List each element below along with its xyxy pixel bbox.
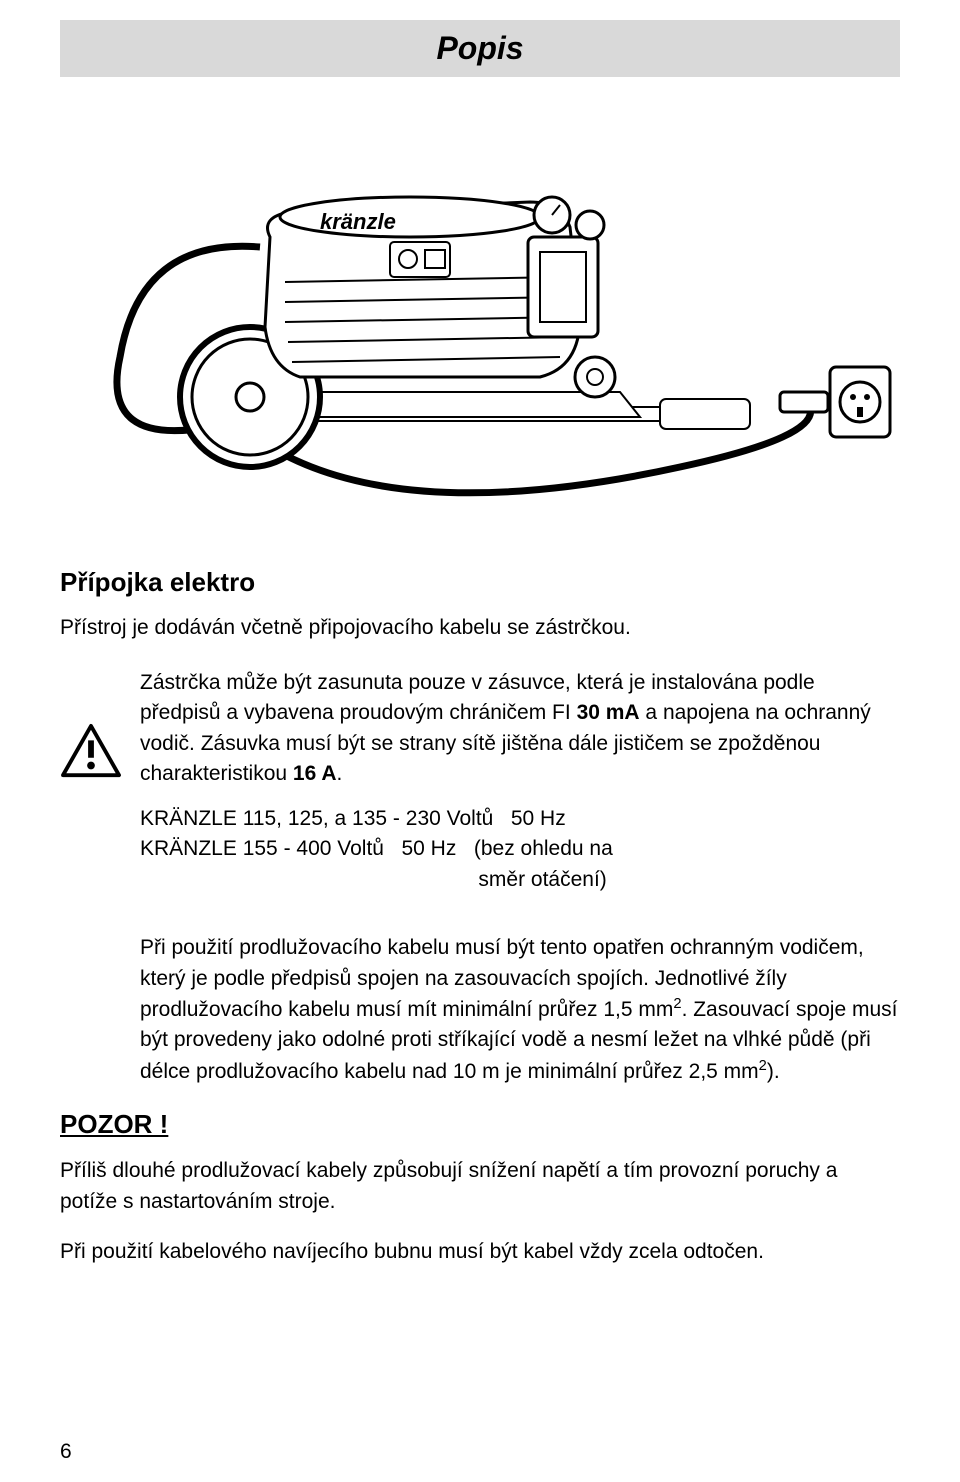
section-heading: Přípojka elektro xyxy=(60,567,900,598)
warning-icon xyxy=(60,723,122,784)
title-banner: Popis xyxy=(60,20,900,77)
pressure-washer-svg: kränzle xyxy=(60,107,900,527)
warning-block: Zástrčka může být zasunuta pouze v zásuv… xyxy=(60,668,900,909)
page-title: Popis xyxy=(60,30,900,67)
brand-label: kränzle xyxy=(320,209,396,234)
spec-lines: KRÄNZLE 115, 125, a 135 - 230 Voltů 50 H… xyxy=(140,804,900,895)
product-illustration: kränzle xyxy=(60,107,900,527)
warning-text-container: Zástrčka může být zasunuta pouze v zásuv… xyxy=(140,668,900,909)
intro-text: Přístroj je dodáván včetně připojovacího… xyxy=(60,616,900,640)
body-paragraph: Při použití prodlužovacího kabelu musí b… xyxy=(140,933,900,1087)
footer-para-1: Příliš dlouhé prodlužovací kabely způsob… xyxy=(60,1156,900,1217)
page-number: 6 xyxy=(60,1440,72,1464)
pozor-heading: POZOR ! xyxy=(60,1109,900,1140)
footer-para-2: Při použití kabelového navíjecího bubnu … xyxy=(60,1237,900,1267)
warning-para-1: Zástrčka může být zasunuta pouze v zásuv… xyxy=(140,668,900,790)
